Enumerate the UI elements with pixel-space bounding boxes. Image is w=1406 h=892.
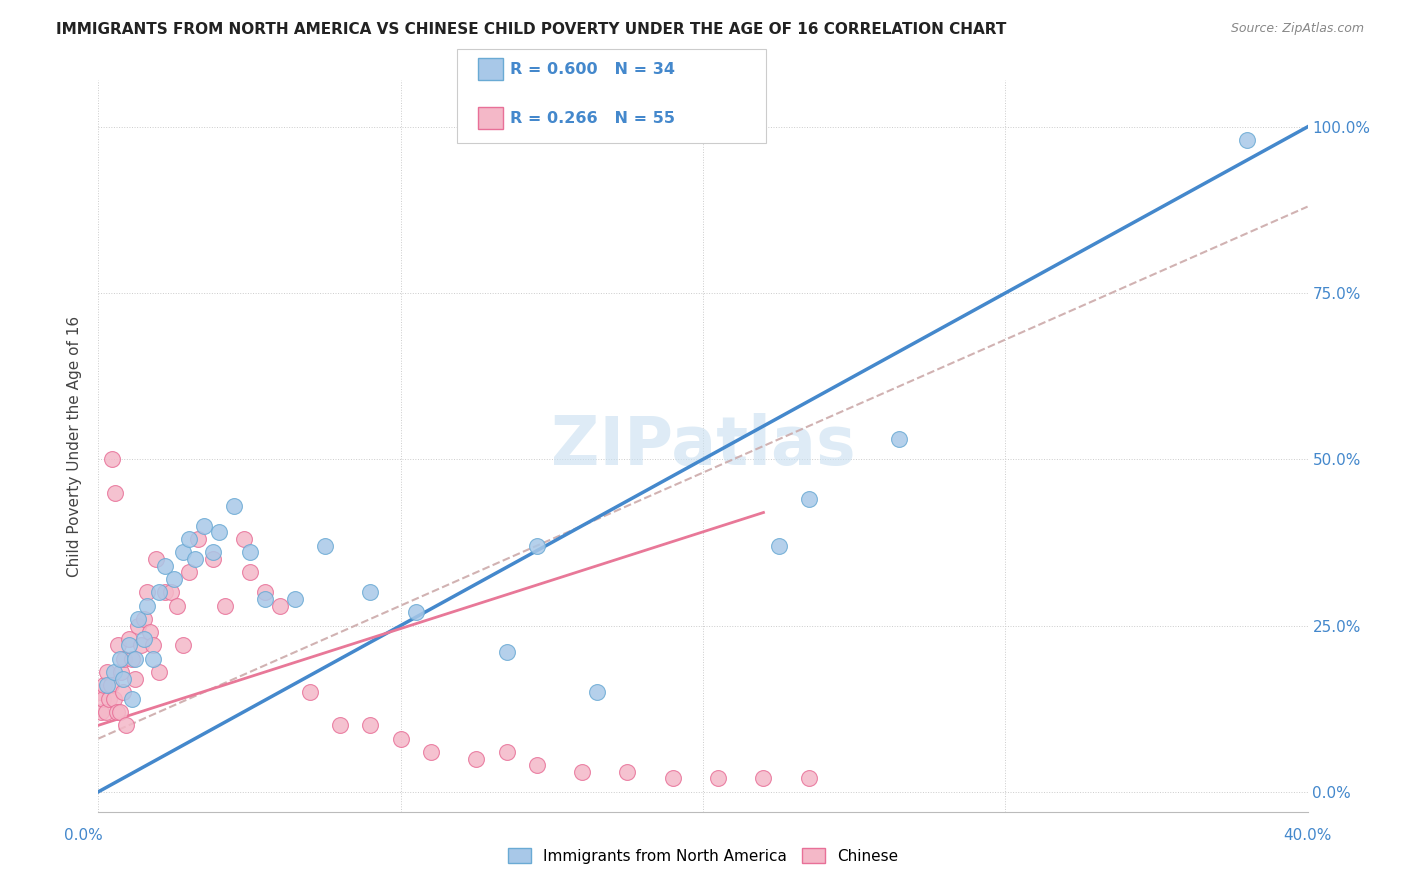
Point: [142, 652, 165, 666]
Point: [239, 566, 262, 580]
Point: [100, 678, 122, 692]
Point: [160, 585, 183, 599]
Point: [389, 731, 412, 746]
Point: [284, 591, 307, 606]
Point: [93, 678, 115, 692]
Point: [616, 764, 638, 779]
Point: [214, 599, 236, 613]
Point: [239, 545, 262, 559]
Point: [179, 566, 201, 580]
Point: [184, 552, 207, 566]
Text: Source: ZipAtlas.com: Source: ZipAtlas.com: [1230, 22, 1364, 36]
Point: [526, 539, 548, 553]
Point: [405, 605, 427, 619]
Point: [752, 772, 775, 786]
Point: [132, 632, 155, 646]
Point: [110, 665, 132, 679]
Point: [253, 585, 276, 599]
Point: [132, 612, 155, 626]
Point: [269, 599, 291, 613]
Point: [118, 639, 141, 653]
Point: [495, 745, 517, 759]
Point: [420, 745, 443, 759]
Text: IMMIGRANTS FROM NORTH AMERICA VS CHINESE CHILD POVERTY UNDER THE AGE OF 16 CORRE: IMMIGRANTS FROM NORTH AMERICA VS CHINESE…: [56, 22, 1007, 37]
Point: [797, 772, 820, 786]
Point: [90, 705, 112, 719]
Point: [232, 532, 254, 546]
Point: [108, 705, 131, 719]
Point: [111, 672, 134, 686]
Point: [179, 532, 201, 546]
Point: [253, 591, 276, 606]
Point: [148, 585, 170, 599]
Point: [101, 452, 124, 467]
Point: [153, 585, 176, 599]
Point: [797, 492, 820, 507]
Point: [103, 665, 125, 679]
Text: 40.0%: 40.0%: [1284, 829, 1331, 843]
Point: [98, 691, 121, 706]
Y-axis label: Child Poverty Under the Age of 16: Child Poverty Under the Age of 16: [67, 316, 83, 576]
Point: [121, 691, 143, 706]
Text: R = 0.600   N = 34: R = 0.600 N = 34: [510, 62, 675, 77]
Point: [127, 612, 149, 626]
Point: [1236, 133, 1258, 147]
Point: [193, 518, 215, 533]
Legend: Immigrants from North America, Chinese: Immigrants from North America, Chinese: [502, 842, 904, 870]
Point: [166, 599, 188, 613]
Point: [91, 691, 114, 706]
Point: [768, 539, 790, 553]
Point: [89, 685, 111, 699]
Point: [526, 758, 548, 772]
Point: [329, 718, 352, 732]
Point: [124, 652, 146, 666]
Point: [172, 545, 194, 559]
Point: [124, 672, 146, 686]
Point: [299, 685, 322, 699]
Point: [135, 585, 157, 599]
Point: [202, 545, 225, 559]
Point: [135, 599, 157, 613]
Point: [108, 652, 131, 666]
Text: ZIPatlas: ZIPatlas: [551, 413, 855, 479]
Point: [121, 652, 143, 666]
Point: [187, 532, 209, 546]
Point: [586, 685, 609, 699]
Text: 0.0%: 0.0%: [63, 829, 103, 843]
Point: [118, 632, 141, 646]
Point: [139, 625, 162, 640]
Point: [105, 705, 128, 719]
Point: [495, 645, 517, 659]
Point: [208, 525, 231, 540]
Point: [96, 678, 118, 692]
Point: [314, 539, 336, 553]
Point: [112, 652, 135, 666]
Point: [148, 665, 170, 679]
Point: [94, 705, 117, 719]
Point: [202, 552, 225, 566]
Point: [111, 685, 134, 699]
Point: [465, 751, 488, 765]
Point: [114, 718, 136, 732]
Point: [224, 499, 246, 513]
Point: [153, 558, 176, 573]
Point: [571, 764, 593, 779]
Point: [360, 718, 382, 732]
Point: [360, 585, 382, 599]
Point: [172, 639, 194, 653]
Point: [142, 639, 165, 653]
Point: [163, 572, 186, 586]
Point: [96, 665, 118, 679]
Point: [707, 772, 730, 786]
Point: [104, 485, 127, 500]
Point: [129, 639, 152, 653]
Point: [145, 552, 167, 566]
Point: [103, 691, 125, 706]
Point: [661, 772, 683, 786]
Text: R = 0.266   N = 55: R = 0.266 N = 55: [510, 112, 675, 126]
Point: [889, 433, 911, 447]
Point: [127, 618, 149, 632]
Point: [107, 639, 129, 653]
